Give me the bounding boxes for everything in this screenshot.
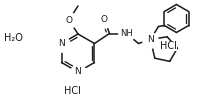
Text: HCl: HCl bbox=[63, 86, 80, 96]
Text: HCl: HCl bbox=[159, 41, 176, 51]
Text: O: O bbox=[101, 15, 108, 24]
Text: N: N bbox=[146, 35, 153, 44]
Text: H₂O: H₂O bbox=[4, 33, 22, 43]
Text: NH: NH bbox=[119, 29, 132, 38]
Text: O: O bbox=[65, 15, 72, 25]
Text: N: N bbox=[58, 39, 65, 48]
Text: N: N bbox=[74, 67, 81, 77]
